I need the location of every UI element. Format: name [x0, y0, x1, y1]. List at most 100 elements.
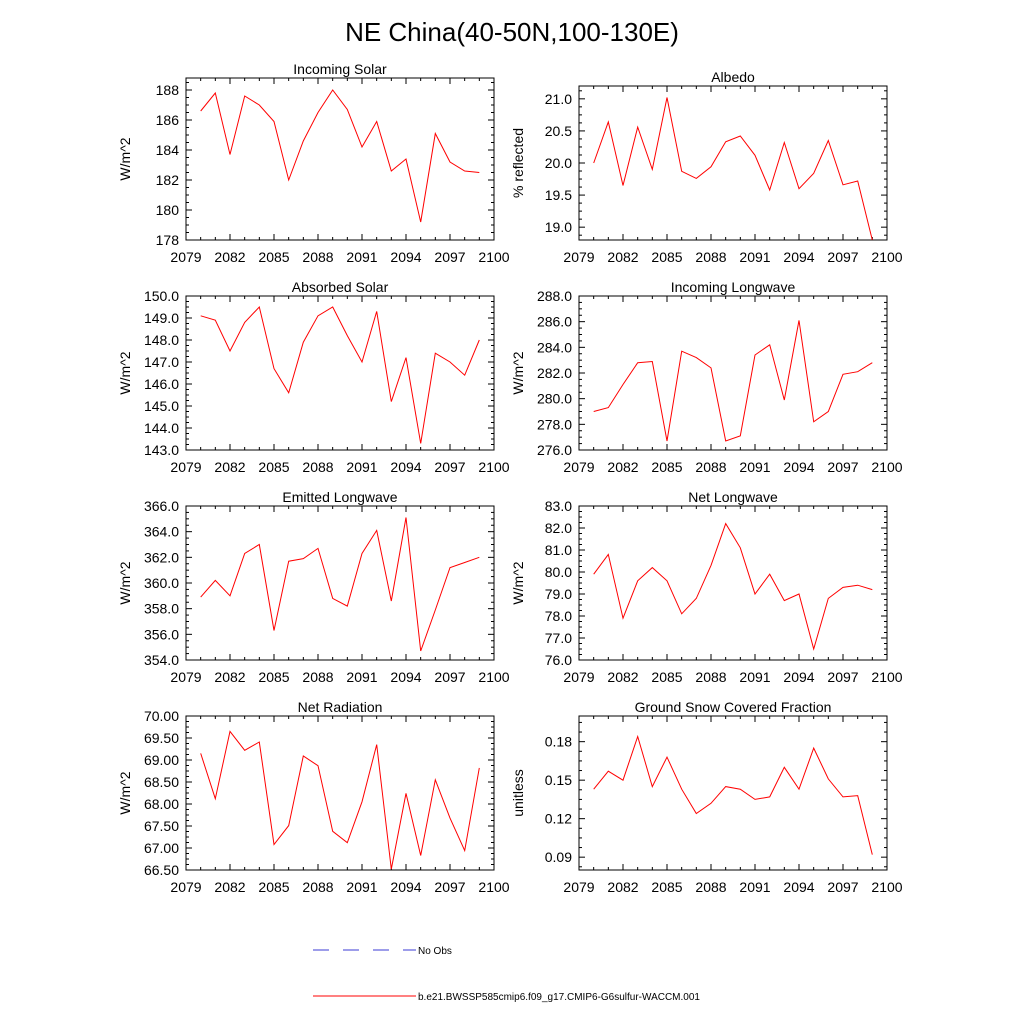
y-tick-label: 20.5 [545, 123, 572, 139]
x-tick-label: 2088 [302, 459, 333, 475]
x-tick-label: 2097 [434, 459, 465, 475]
x-tick-label: 2100 [478, 459, 509, 475]
x-tick-label: 2085 [651, 459, 682, 475]
y-tick-label: 144.0 [144, 420, 179, 436]
y-tick-label: 184 [156, 142, 180, 158]
y-tick-label: 21.0 [545, 91, 572, 107]
x-tick-label: 2079 [170, 669, 201, 685]
x-tick-label: 2100 [871, 669, 902, 685]
x-tick-label: 2088 [695, 879, 726, 895]
legend: No Obs b.e21.BWSSP585cmip6.f09_g17.CMIP6… [313, 946, 700, 1003]
series-line [593, 734, 873, 855]
y-tick-label: 145.0 [144, 398, 179, 414]
y-tick-label: 19.0 [545, 219, 572, 235]
y-tick-label: 150.0 [144, 288, 179, 304]
x-tick-label: 2094 [783, 879, 814, 895]
y-tick-label: 82.0 [545, 520, 572, 536]
panel-title: Net Longwave [688, 489, 778, 505]
panel-1: Albedo % reflected 2079 2082 2085 2088 2091 209… [510, 69, 903, 265]
y-axis-label: W/m^2 [117, 771, 133, 814]
panel-title: Emitted Longwave [282, 489, 397, 505]
y-tick-label: 147.0 [144, 354, 179, 370]
series-line [200, 517, 480, 652]
x-tick-label: 2097 [827, 879, 858, 895]
series-line [593, 97, 873, 241]
series-line [593, 522, 873, 651]
x-tick-label: 2091 [739, 669, 770, 685]
series-line [200, 305, 480, 444]
x-tick-label: 2091 [346, 459, 377, 475]
panel-title: Incoming Solar [293, 61, 387, 77]
plot-frame [578, 505, 888, 661]
panel-5: Net Longwave W/m^2 2079 2082 2085 2088 2091 209… [510, 489, 903, 685]
y-tick-label: 66.50 [144, 862, 179, 878]
y-tick-label: 83.0 [545, 498, 572, 514]
x-tick-label: 2082 [214, 459, 245, 475]
series-line [200, 730, 480, 870]
x-tick-label: 2085 [258, 669, 289, 685]
panel-title: Incoming Longwave [671, 279, 796, 295]
x-tick-label: 2097 [434, 879, 465, 895]
y-axis-label: W/m^2 [117, 137, 133, 180]
plot-frame [185, 505, 495, 661]
y-tick-label: 20.0 [545, 155, 572, 171]
x-tick-label: 2094 [783, 669, 814, 685]
x-tick-label: 2091 [739, 459, 770, 475]
panel-title: Ground Snow Covered Fraction [635, 699, 832, 715]
plot-frame [578, 85, 888, 241]
y-tick-label: 70.00 [144, 708, 179, 724]
x-tick-label: 2082 [607, 249, 638, 265]
plot-frame [185, 295, 495, 451]
panel-title: Albedo [711, 69, 755, 85]
x-tick-label: 2100 [478, 249, 509, 265]
x-tick-label: 2100 [871, 879, 902, 895]
y-tick-label: 354.0 [144, 652, 179, 668]
y-tick-label: 148.0 [144, 332, 179, 348]
x-tick-label: 2100 [478, 879, 509, 895]
plot-frame [185, 715, 495, 871]
x-tick-label: 2094 [390, 249, 421, 265]
y-tick-label: 69.50 [144, 730, 179, 746]
x-tick-label: 2082 [214, 669, 245, 685]
x-tick-label: 2097 [434, 249, 465, 265]
y-tick-label: 362.0 [144, 549, 179, 565]
y-tick-label: 68.50 [144, 774, 179, 790]
x-tick-label: 2088 [302, 879, 333, 895]
y-tick-label: 67.50 [144, 818, 179, 834]
x-tick-label: 2091 [739, 879, 770, 895]
y-tick-label: 19.5 [545, 187, 572, 203]
y-tick-label: 0.18 [545, 734, 572, 750]
x-tick-label: 2097 [827, 459, 858, 475]
x-tick-label: 2085 [258, 249, 289, 265]
x-tick-label: 2088 [695, 249, 726, 265]
y-axis-label: W/m^2 [510, 351, 526, 394]
x-tick-label: 2094 [390, 879, 421, 895]
y-tick-label: 79.0 [545, 586, 572, 602]
x-tick-label: 2079 [563, 459, 594, 475]
x-tick-label: 2091 [739, 249, 770, 265]
y-tick-label: 182 [156, 172, 180, 188]
x-tick-label: 2082 [214, 249, 245, 265]
y-tick-label: 77.0 [545, 630, 572, 646]
y-tick-label: 0.09 [545, 849, 572, 865]
x-tick-label: 2082 [214, 879, 245, 895]
x-tick-label: 2100 [871, 459, 902, 475]
x-tick-label: 2097 [434, 669, 465, 685]
x-tick-label: 2091 [346, 249, 377, 265]
y-tick-label: 282.0 [537, 365, 572, 381]
panel-2: Absorbed Solar W/m^2 2079 2082 2085 2088 2091 2… [117, 279, 510, 475]
x-tick-label: 2085 [651, 249, 682, 265]
y-tick-label: 286.0 [537, 314, 572, 330]
y-tick-label: 366.0 [144, 498, 179, 514]
plot-frame [185, 77, 495, 241]
panel-6: Net Radiation W/m^2 2079 2082 2085 2088 2091 20… [117, 699, 510, 895]
series-line [593, 320, 873, 442]
y-tick-label: 76.0 [545, 652, 572, 668]
panel-0: Incoming Solar W/m^2 2079 2082 2085 2088 2091 2… [117, 61, 510, 265]
y-tick-label: 67.00 [144, 840, 179, 856]
y-axis-label: W/m^2 [510, 561, 526, 604]
y-tick-label: 360.0 [144, 575, 179, 591]
y-tick-label: 278.0 [537, 416, 572, 432]
x-tick-label: 2097 [827, 669, 858, 685]
